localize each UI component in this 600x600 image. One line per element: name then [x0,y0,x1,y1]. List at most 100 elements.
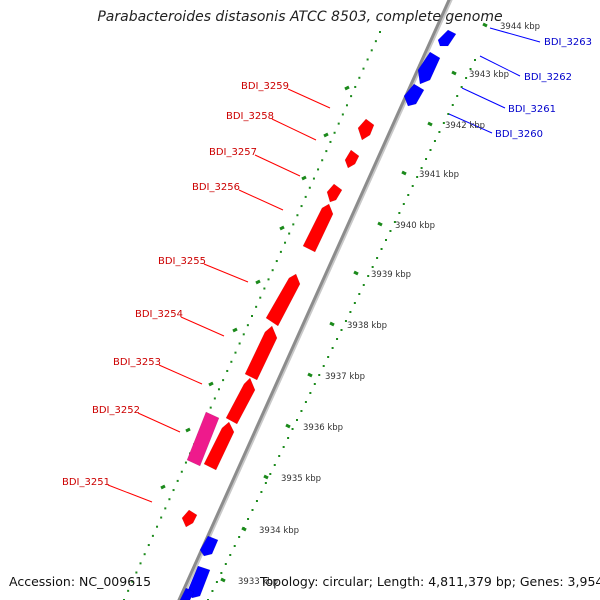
minor-tick [296,214,299,217]
minor-tick [362,284,365,286]
minor-tick [300,410,303,412]
minor-tick [164,507,167,510]
minor-tick [385,239,387,241]
gene-arrow-bdi-3258 [344,149,360,169]
gene-arrow-bdi-3253 [225,377,256,425]
minor-tick [425,158,428,160]
minor-tick [143,553,146,556]
major-tick [301,175,307,181]
minor-tick [398,212,401,214]
leader-line [489,27,541,43]
gene-arrow-bdi-3259 [357,118,375,141]
minor-tick [238,342,241,345]
minor-tick [251,315,253,317]
minor-tick [230,360,233,363]
minor-tick [407,194,410,196]
minor-tick [411,185,414,187]
gene-arrow-forward-a [199,535,219,557]
minor-tick [380,248,383,250]
minor-tick [242,333,245,336]
genome-summary-text: Topology: circular; Length: 4,811,379 bp… [260,574,600,589]
minor-tick [269,473,272,475]
minor-tick [292,223,295,226]
minor-tick [354,85,357,88]
minor-tick [304,401,307,403]
minor-tick [278,455,281,457]
gene-label-bdi-3259: BDI_3259 [241,81,289,92]
gene-label-bdi-3251: BDI_3251 [62,477,110,488]
minor-tick [376,257,379,259]
minor-tick [366,58,369,61]
gene-label-bdi-3254: BDI_3254 [135,309,183,320]
minor-tick [284,241,287,244]
gene-arrow-bdi-3262 [417,51,441,85]
gene-arrow-bdi-3256 [302,203,334,253]
kbp-tick-label: 3934 kbp [259,526,299,536]
minor-tick [456,95,459,97]
kbp-tick-label: 3936 kbp [303,423,343,433]
minor-tick [275,260,278,263]
gene-arrow-bdi-3252b [203,421,235,471]
minor-tick [255,500,258,502]
kbp-tick-label: 3940 kbp [395,221,435,231]
kbp-tick-label: 3935 kbp [281,474,321,484]
minor-tick [344,320,347,322]
major-tick [307,372,313,378]
leader-line [158,364,203,385]
minor-tick [247,518,250,520]
minor-tick [282,446,285,448]
minor-tick [336,338,339,340]
gene-label-bdi-3253: BDI_3253 [113,357,161,368]
minor-tick [465,77,468,79]
leader-line [107,484,153,503]
minor-tick [220,572,223,574]
gene-arrow-bdi-3257 [326,183,343,203]
major-tick [323,132,329,138]
gene-label-bdi-3260: BDI_3260 [495,129,543,140]
major-tick [285,423,291,429]
minor-tick [322,365,325,367]
gene-label-bdi-3262: BDI_3262 [524,72,572,83]
gene-label-bdi-3256: BDI_3256 [192,182,240,193]
minor-tick [234,351,237,354]
gene-labels: BDI_3259 BDI_3258 BDI_3257 BDI_3256 BDI_3255… [62,37,592,488]
major-tick [232,327,238,333]
minor-tick [416,176,419,178]
minor-tick [345,104,348,107]
minor-tick [135,571,138,574]
minor-tick [379,31,381,33]
minor-tick [255,305,258,308]
minor-tick [474,59,476,61]
gene-features [179,29,457,600]
minor-tick [447,113,450,115]
gene-label-bdi-3255: BDI_3255 [158,256,206,267]
minor-tick [251,509,254,511]
major-tick [482,22,488,28]
gene-label-bdi-3263: BDI_3263 [544,37,592,48]
major-tick [401,170,407,176]
kbp-tick-label: 3937 kbp [325,372,365,382]
major-tick [427,121,433,127]
minor-tick [331,347,334,349]
minor-tick [340,329,343,331]
minor-tick [469,68,472,70]
major-tick [329,321,335,327]
leader-line [254,154,301,177]
major-tick [160,484,166,490]
page-title: Parabacteroides distasonis ATCC 8503, co… [97,9,503,25]
minor-tick [131,580,134,583]
minor-tick [317,168,320,171]
label-leader-lines [107,27,541,503]
minor-tick [172,489,175,492]
kbp-tick-label: 3933 kbp [238,577,278,587]
minor-tick [273,464,276,466]
minor-tick [209,406,212,409]
minor-tick [260,491,263,493]
major-tick [208,381,214,387]
minor-tick [313,383,316,385]
minor-tick [442,122,445,124]
minor-tick [350,95,353,98]
leader-line [238,189,284,211]
minor-tick [353,302,356,304]
minor-tick [226,369,229,372]
